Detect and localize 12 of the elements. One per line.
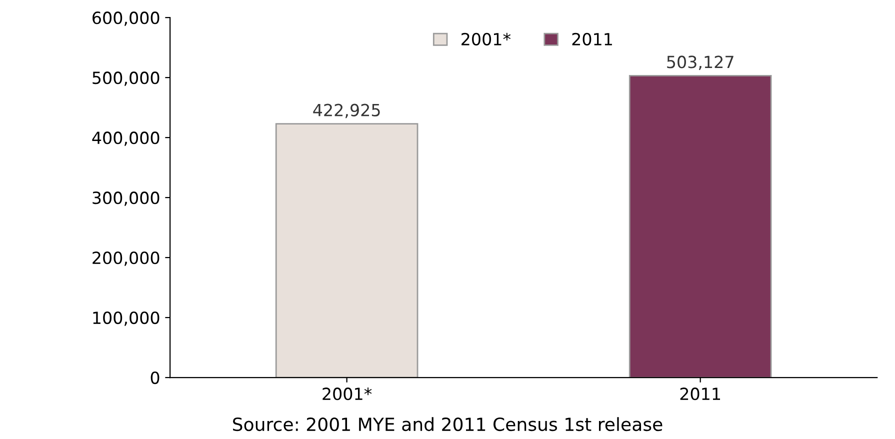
y-tick-label: 200,000	[92, 252, 160, 266]
source-note: Source: 2001 MYE and 2011 Census 1st release	[233, 417, 662, 432]
y-tick-label: 0	[150, 372, 160, 384]
y-tick-label: 100,000	[93, 312, 160, 326]
y-tick-label: 500,000	[92, 72, 160, 86]
data-label: 422,925	[313, 104, 380, 118]
legend-label: 2001*	[462, 32, 511, 46]
y-tick-label: 300,000	[92, 192, 160, 206]
legend-label: 2011	[572, 32, 612, 46]
y-tick-label: 600,000	[92, 12, 160, 26]
y-tick-label: 400,000	[92, 132, 160, 146]
data-label: 503,127	[667, 56, 734, 70]
